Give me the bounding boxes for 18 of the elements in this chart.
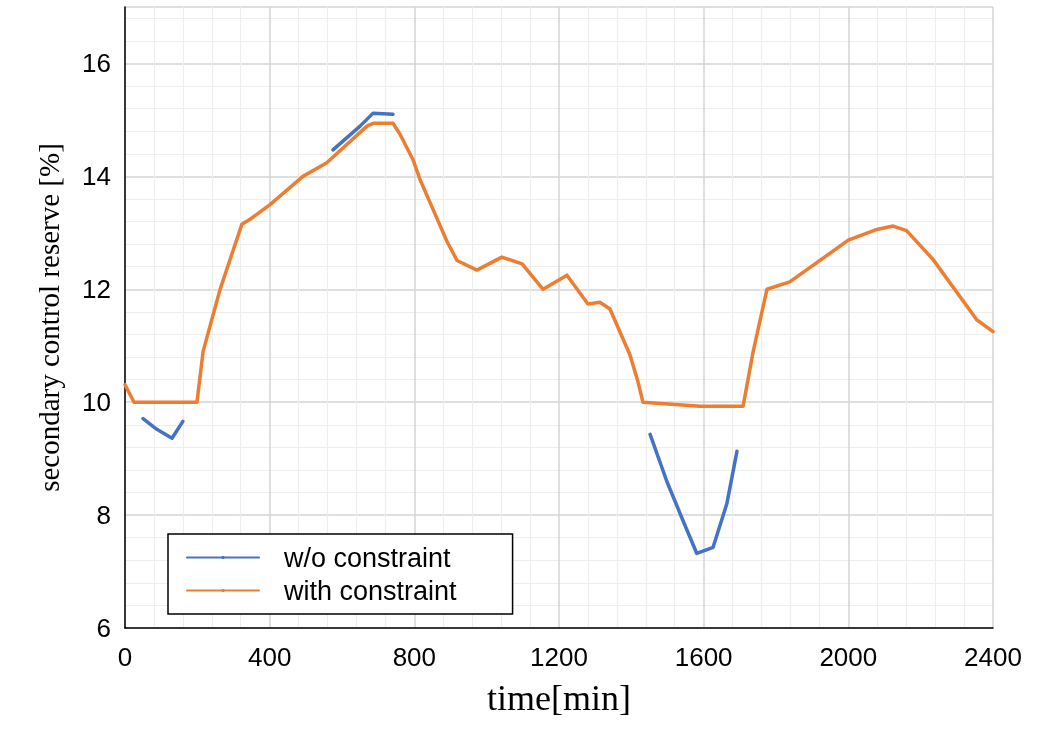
legend-label: w/o constraint — [283, 542, 452, 573]
y-tick-label: 16 — [82, 48, 111, 79]
line-series — [123, 121, 995, 408]
y-tick-label: 14 — [82, 161, 111, 192]
x-tick-label: 0 — [117, 642, 133, 672]
x-tick-label: 1600 — [674, 642, 733, 672]
y-axis-title: secondary control reserve [%] — [32, 143, 65, 492]
x-axis-title: time[min] — [487, 678, 631, 718]
y-tick-label: 8 — [96, 500, 111, 531]
x-tick-label: 1200 — [530, 642, 588, 672]
x-tick-label: 2000 — [819, 642, 878, 672]
y-tick-label: 6 — [96, 613, 111, 643]
x-tick-label: 2400 — [964, 642, 1022, 672]
x-tick-label: 800 — [392, 642, 437, 672]
y-tick-label: 10 — [82, 387, 111, 418]
x-tick-label: 400 — [247, 642, 292, 672]
y-tick-label: 12 — [82, 274, 111, 305]
legend-label: with constraint — [283, 575, 458, 606]
